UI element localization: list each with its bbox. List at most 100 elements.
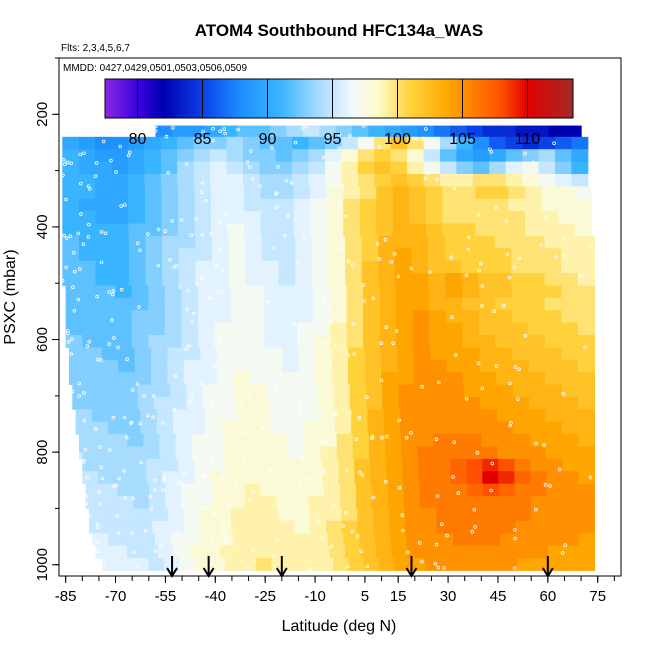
heatmap-cell — [478, 235, 496, 249]
heatmap-cell — [376, 198, 394, 212]
heatmap-cell — [425, 186, 443, 200]
heatmap-cell — [370, 471, 387, 485]
heatmap-cell — [65, 310, 83, 324]
heatmap-cell — [78, 260, 97, 274]
heatmap-cell — [242, 458, 259, 472]
heatmap-cell — [256, 446, 273, 460]
sample-point — [112, 336, 116, 340]
heatmap-cell — [260, 496, 277, 509]
sample-point — [379, 378, 384, 383]
heatmap-cell — [247, 297, 265, 311]
heatmap-cell — [348, 359, 366, 373]
heatmap-cell — [261, 260, 280, 274]
heatmap-cell — [128, 223, 146, 237]
heatmap-cell — [193, 161, 211, 175]
x-tick-label: 45 — [490, 588, 507, 605]
sample-point — [65, 160, 70, 165]
heatmap-cell — [286, 421, 304, 435]
sample-point — [246, 565, 250, 570]
sample-point — [329, 544, 334, 549]
heatmap-cell — [311, 248, 329, 262]
heatmap-cell — [111, 223, 130, 237]
heatmap-cell — [546, 471, 563, 485]
heatmap-cell — [317, 384, 334, 398]
sample-point — [151, 415, 156, 420]
sample-point — [282, 233, 287, 238]
heatmap-cell — [164, 335, 182, 348]
heatmap-cell — [181, 483, 198, 497]
heatmap-cell — [513, 446, 531, 460]
heatmap-cell — [114, 471, 131, 485]
sample-point — [361, 283, 366, 287]
heatmap-cell — [177, 149, 195, 163]
sample-point — [385, 434, 389, 439]
sample-point — [154, 124, 158, 129]
sample-point — [146, 413, 150, 418]
heatmap-cell — [146, 471, 163, 485]
sample-point — [327, 365, 332, 369]
heatmap-cell — [164, 310, 182, 324]
heatmap-cell — [214, 310, 232, 324]
sample-point — [354, 437, 359, 442]
heatmap-cell — [160, 136, 178, 150]
heatmap-cell — [161, 211, 179, 225]
heatmap-cell — [112, 273, 130, 286]
heatmap-cell — [249, 359, 267, 373]
heatmap-cell — [207, 434, 225, 447]
heatmap-cell — [227, 198, 245, 212]
sample-point — [343, 214, 348, 219]
heatmap-cell — [320, 434, 338, 447]
sample-point — [293, 445, 297, 449]
heatmap-cell — [541, 186, 559, 200]
heatmap-cell — [402, 471, 419, 485]
heatmap-cell — [530, 496, 548, 509]
heatmap-cell — [162, 471, 179, 485]
heatmap-cell — [78, 136, 96, 150]
heatmap-cell — [156, 409, 174, 423]
heatmap-cell — [545, 372, 563, 386]
heatmap-cell — [300, 396, 318, 410]
heatmap-cell — [164, 285, 182, 299]
heatmap-cell — [515, 520, 532, 534]
heatmap-cell — [376, 223, 394, 237]
heatmap-cell — [308, 483, 325, 497]
heatmap-cell — [562, 520, 580, 534]
plot-frame — [58, 57, 622, 577]
heatmap-cell — [253, 409, 271, 423]
heatmap-cell — [111, 446, 128, 460]
heatmap-cell — [379, 557, 396, 571]
heatmap-cell — [144, 136, 162, 150]
sample-point — [225, 224, 229, 229]
sample-point — [200, 181, 205, 185]
heatmap-cell — [444, 260, 462, 274]
heatmap-cell — [446, 372, 464, 386]
sample-point — [239, 401, 243, 406]
heatmap-cell — [409, 198, 427, 212]
heatmap-cell — [62, 273, 80, 286]
heatmap-cell — [115, 335, 133, 348]
sample-point — [171, 126, 175, 130]
heatmap-cell — [373, 520, 390, 534]
heatmap-cell — [528, 347, 546, 361]
heatmap-cell — [178, 273, 196, 286]
sample-point — [523, 151, 527, 156]
heatmap-cell — [475, 223, 493, 237]
sample-point — [439, 522, 444, 526]
heatmap-cell — [310, 520, 327, 534]
heatmap-cell — [326, 211, 344, 225]
heatmap-cell — [226, 136, 244, 150]
heatmap-cell — [181, 496, 198, 509]
heatmap-cell — [554, 161, 572, 175]
heatmap-cell — [310, 223, 328, 237]
heatmap-cell — [558, 211, 576, 225]
heatmap-cell — [162, 260, 180, 274]
heatmap-cell — [242, 173, 260, 187]
heatmap-cell — [65, 322, 83, 336]
sample-point — [209, 537, 214, 541]
heatmap-cell — [513, 421, 531, 435]
heatmap-cell — [467, 483, 484, 497]
heatmap-cell — [121, 384, 139, 398]
heatmap-cell — [128, 161, 146, 175]
heatmap-cell — [131, 297, 149, 311]
